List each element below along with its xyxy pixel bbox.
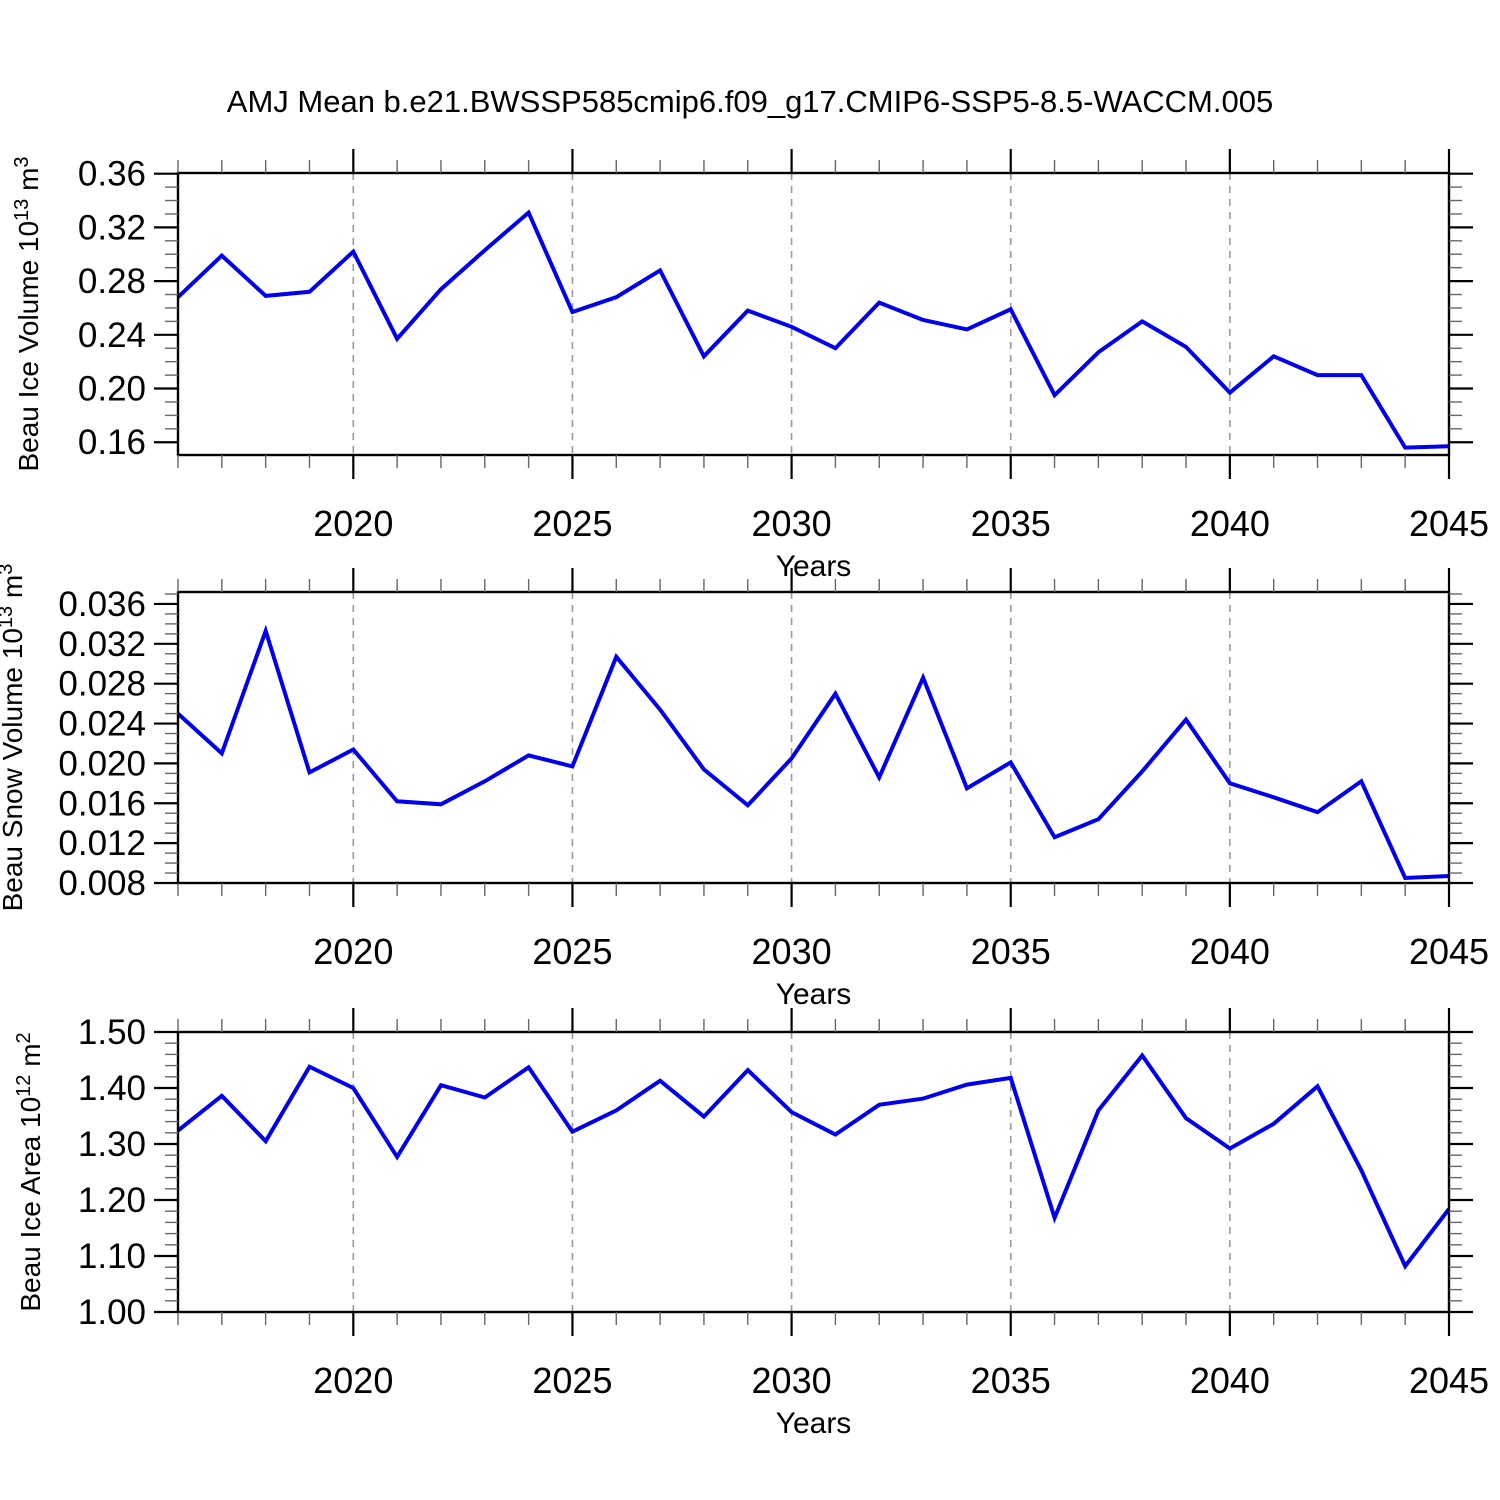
y-axis-title: Beau Ice Volume 1013 m3 bbox=[11, 156, 44, 471]
panel-beau-ice-volume: 0.16 0.20 0.24 0.28 0.32 0.36 2020 2025 2030 2035… bbox=[11, 149, 1489, 583]
y-tick-label: 1.30 bbox=[78, 1125, 146, 1164]
y-tick-label: 0.36 bbox=[78, 155, 146, 194]
x-tick-label: 2045 bbox=[1409, 503, 1489, 544]
x-tick-label: 2035 bbox=[971, 503, 1051, 544]
panel-beau-ice-area: 1.00 1.10 1.20 1.30 1.40 1.50 2020 2025 2030 2035… bbox=[13, 1008, 1489, 1440]
page-title: AMJ Mean b.e21.BWSSP585cmip6.f09_g17.CMI… bbox=[226, 84, 1274, 119]
y-tick-label: 1.40 bbox=[78, 1069, 146, 1108]
x-tick-label: 2040 bbox=[1190, 503, 1270, 544]
y-tick-label: 0.036 bbox=[58, 585, 146, 624]
y-axis-title: Beau Snow Volume 1013 m3 bbox=[0, 564, 28, 912]
x-tick-label: 2020 bbox=[313, 1360, 393, 1401]
x-tick-label: 2025 bbox=[532, 1360, 612, 1401]
y-tick-label: 0.012 bbox=[58, 824, 146, 863]
x-tick-label: 2030 bbox=[752, 503, 832, 544]
beau-ice-volume-line bbox=[176, 209, 1450, 450]
x-tick-label: 2025 bbox=[532, 503, 612, 544]
x-tick-label: 2030 bbox=[752, 1360, 832, 1401]
y-tick-label: 0.20 bbox=[78, 370, 146, 409]
y-tick-label: 0.024 bbox=[58, 705, 146, 744]
y-tick-label: 1.20 bbox=[78, 1181, 146, 1220]
x-tick-label: 2020 bbox=[313, 931, 393, 972]
y-tick-label: 0.32 bbox=[78, 208, 146, 247]
x-tick-label: 2025 bbox=[532, 931, 612, 972]
panel-beau-snow-volume: 0.0080.0120.0160.0200.0240.0280.0320.036… bbox=[0, 564, 1489, 1011]
x-tick-label: 2030 bbox=[752, 931, 832, 972]
y-tick-label: 1.50 bbox=[78, 1013, 146, 1052]
y-tick-label: 0.032 bbox=[58, 625, 146, 664]
x-tick-label: 2035 bbox=[971, 931, 1051, 972]
y-tick-label: 0.016 bbox=[58, 784, 146, 823]
y-tick-label: 1.10 bbox=[78, 1237, 146, 1276]
y-tick-label: 0.28 bbox=[78, 262, 146, 301]
y-tick-label: 0.008 bbox=[58, 864, 146, 903]
plot-frame bbox=[176, 590, 1451, 885]
x-tick-label: 2040 bbox=[1190, 1360, 1270, 1401]
beau-snow-volume-line bbox=[176, 624, 1450, 881]
x-tick-label: 2020 bbox=[313, 503, 393, 544]
x-tick-label: 2040 bbox=[1190, 931, 1270, 972]
y-tick-label: 0.24 bbox=[78, 316, 146, 355]
x-tick-label: 2035 bbox=[971, 1360, 1051, 1401]
beau-ice-area-line bbox=[176, 1052, 1451, 1270]
plot-frame bbox=[176, 1030, 1451, 1314]
x-axis-title: Years bbox=[776, 1407, 852, 1440]
plot-frame bbox=[176, 171, 1451, 457]
y-tick-label: 0.028 bbox=[58, 665, 146, 704]
y-tick-label: 0.020 bbox=[58, 744, 146, 783]
x-axis-title: Years bbox=[776, 978, 852, 1011]
x-axis-title: Years bbox=[776, 550, 852, 583]
x-tick-label: 2045 bbox=[1409, 931, 1489, 972]
x-tick-label: 2045 bbox=[1409, 1360, 1489, 1401]
y-axis-title: Beau Ice Area 1012 m2 bbox=[13, 1032, 46, 1311]
y-tick-label: 1.00 bbox=[78, 1293, 146, 1332]
y-tick-label: 0.16 bbox=[78, 423, 146, 462]
